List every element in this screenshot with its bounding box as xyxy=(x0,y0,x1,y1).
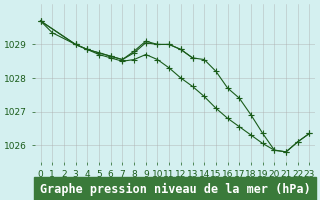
X-axis label: Graphe pression niveau de la mer (hPa): Graphe pression niveau de la mer (hPa) xyxy=(40,183,310,196)
